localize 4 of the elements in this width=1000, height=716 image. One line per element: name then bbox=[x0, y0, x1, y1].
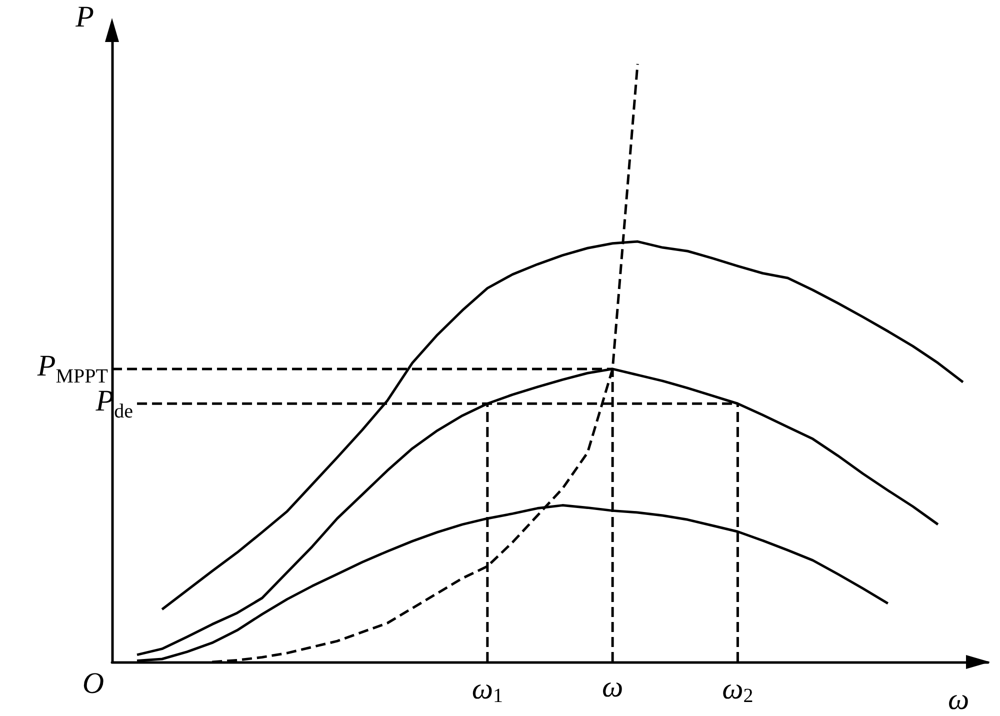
y-axis-title: P bbox=[74, 0, 94, 34]
text: O bbox=[82, 667, 104, 700]
series-label: P$_{MPPT}$ bbox=[37, 349, 108, 388]
x-tick-label: ω bbox=[602, 670, 624, 704]
